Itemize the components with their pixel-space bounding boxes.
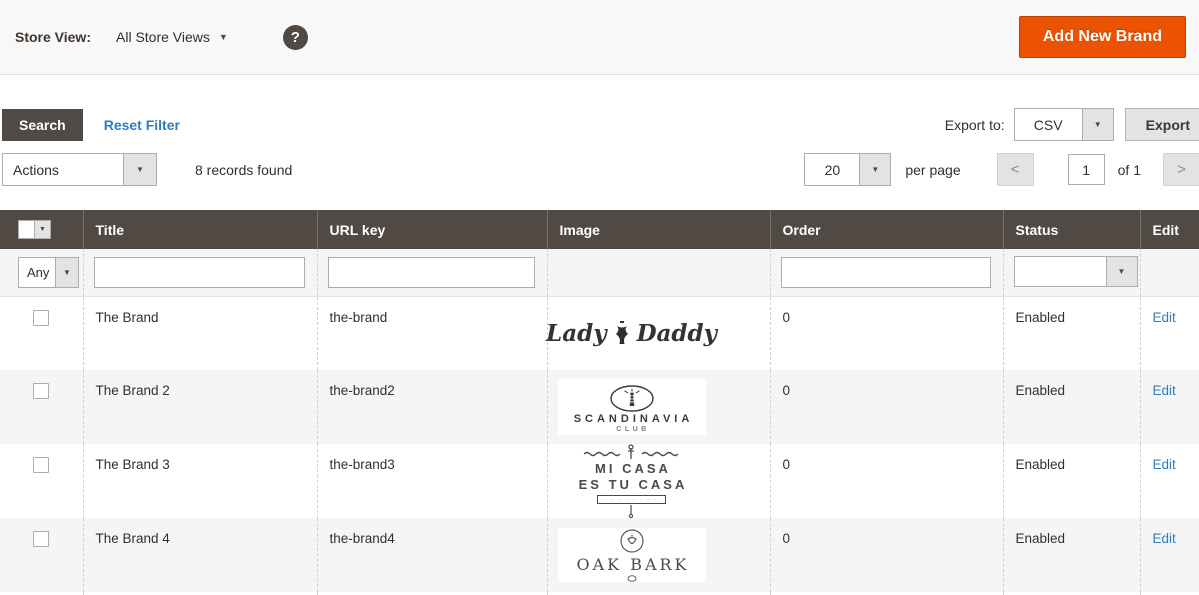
actions-toolbar: Actions ▼ 8 records found 20 ▼ per page … [0, 152, 1199, 187]
row-checkbox[interactable] [33, 309, 50, 326]
previous-page-button[interactable]: < [996, 153, 1034, 186]
edit-link[interactable]: Edit [1152, 309, 1176, 325]
chevron-down-icon: ▼ [55, 257, 78, 287]
table-row: The Brand 3 the-brand3 MI CASA ES TU CAS… [0, 444, 1199, 518]
grid-filter-row: Any ▼ ▼ [0, 249, 1199, 297]
edit-link[interactable]: Edit [1152, 457, 1176, 472]
add-new-brand-button[interactable]: Add New Brand [1018, 16, 1186, 58]
cell-url-key: the-brand3 [316, 444, 547, 518]
grid-header-row: ▼ Title URL key Image Order Status Edit [0, 210, 1199, 249]
store-view-label: Store View: [15, 29, 91, 45]
store-view-value: All Store Views [116, 29, 210, 45]
next-page-button[interactable]: > [1163, 153, 1199, 186]
chevron-right-icon: > [1177, 161, 1186, 178]
cell-order: 0 [769, 444, 1003, 518]
page-count-label: of 1 [1117, 161, 1141, 178]
brands-grid: ▼ Title URL key Image Order Status Edit … [0, 210, 1199, 595]
row-checkbox[interactable] [33, 531, 50, 547]
page-size-select[interactable]: 20 ▼ [804, 153, 892, 186]
cell-url-key: the-brand4 [316, 518, 547, 592]
cell-title: The Brand 3 [82, 444, 317, 518]
chevron-left-icon: < [1010, 161, 1020, 178]
brand-logo-oak-bark: OAK BARK [557, 528, 706, 582]
brand-logo-scandinavia-club: SCANDINAVIA CLUB [557, 379, 706, 435]
table-row: The Brand 4 the-brand4 OAK BARK [0, 518, 1199, 592]
export-format-value: CSV [1033, 116, 1063, 133]
edit-link[interactable]: Edit [1152, 531, 1176, 546]
cell-title: The Brand [82, 296, 317, 370]
table-row: The Brand 2 the-brand2 [0, 370, 1199, 444]
waves-and-mast-icon [584, 444, 679, 459]
brand-logo-mi-casa: MI CASA ES TU CASA · · · · · · · · [576, 444, 688, 518]
records-count: 8 records found [195, 161, 293, 178]
store-view-bar: Store View: All Store Views ▼ ? Add New … [0, 0, 1199, 75]
column-header-edit: Edit [1139, 210, 1199, 249]
row-checkbox[interactable] [33, 383, 50, 399]
order-filter-input[interactable] [780, 256, 991, 288]
row-checkbox[interactable] [33, 457, 50, 473]
small-acorn-icon [627, 575, 636, 582]
chevron-down-icon: ▼ [218, 31, 228, 42]
help-icon[interactable]: ? [282, 24, 308, 50]
edit-link[interactable]: Edit [1152, 383, 1176, 398]
column-header-image: Image [546, 210, 770, 249]
chevron-down-icon: ▼ [1081, 109, 1113, 140]
chevron-down-icon: ▼ [859, 154, 891, 185]
acorn-badge-icon [619, 529, 644, 553]
cell-order: 0 [769, 518, 1003, 592]
pin-icon [629, 505, 634, 518]
chevron-down-icon: ▼ [1105, 256, 1137, 286]
column-header-title[interactable]: Title [82, 210, 317, 249]
logo-tagline: · · · · · · · · [596, 495, 667, 504]
column-header-order[interactable]: Order [769, 210, 1003, 249]
cell-status: Enabled [1002, 518, 1140, 592]
reset-filter-link[interactable]: Reset Filter [103, 116, 180, 133]
column-header-url-key[interactable]: URL key [316, 210, 547, 249]
table-row: The Brand the-brand Lady Daddy 0 Enabled… [0, 296, 1199, 370]
select-all-dropdown[interactable]: ▼ [18, 220, 51, 239]
mass-select-filter[interactable]: Any ▼ [18, 256, 79, 288]
mass-select-filter-value: Any [27, 264, 50, 280]
select-all-checkbox[interactable] [18, 220, 35, 239]
lighthouse-icon [609, 384, 654, 412]
cell-url-key: the-brand [316, 296, 547, 370]
export-button[interactable]: Export [1124, 108, 1199, 141]
cell-title: The Brand 4 [82, 518, 317, 592]
table-row-partial [0, 592, 1199, 595]
column-header-status[interactable]: Status [1002, 210, 1140, 249]
filter-toolbar: Search Reset Filter Export to: CSV ▼ Exp… [0, 108, 1199, 141]
cell-status: Enabled [1002, 444, 1140, 518]
store-view-switcher[interactable]: All Store Views ▼ [116, 29, 228, 45]
status-filter-select[interactable]: ▼ [1013, 255, 1138, 287]
export-to-label: Export to: [944, 116, 1005, 133]
chevron-down-icon: ▼ [35, 220, 51, 239]
export-format-select[interactable]: CSV ▼ [1013, 108, 1114, 141]
page-size-value: 20 [824, 161, 841, 178]
cell-status: Enabled [1002, 296, 1140, 370]
cell-title: The Brand 2 [82, 370, 317, 444]
cell-order: 0 [769, 296, 1003, 370]
cell-url-key: the-brand2 [316, 370, 547, 444]
chevron-down-icon: ▼ [123, 154, 156, 185]
search-button[interactable]: Search [2, 108, 83, 141]
actions-select[interactable]: Actions ▼ [2, 153, 157, 186]
brand-logo-lady-daddy: Lady Daddy [546, 319, 717, 347]
actions-value: Actions [13, 161, 59, 178]
corset-icon [615, 320, 628, 344]
per-page-label: per page [905, 161, 961, 178]
url-key-filter-input[interactable] [327, 256, 535, 288]
title-filter-input[interactable] [93, 256, 305, 288]
page-number-input[interactable] [1067, 154, 1105, 185]
cell-status: Enabled [1002, 370, 1140, 444]
cell-order: 0 [769, 370, 1003, 444]
